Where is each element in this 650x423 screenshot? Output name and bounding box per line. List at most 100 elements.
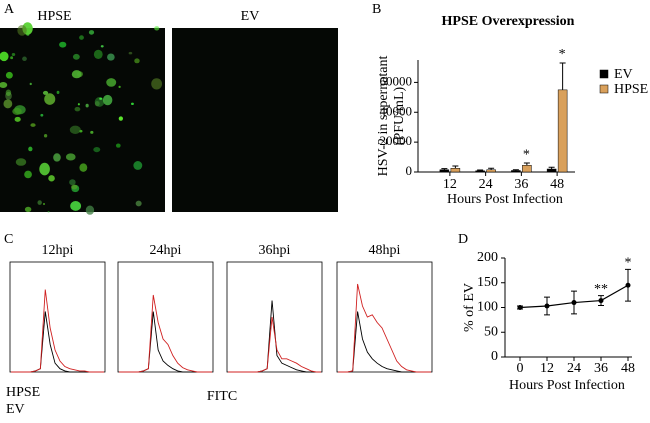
error-bar — [477, 169, 484, 171]
bar — [475, 170, 485, 173]
cell — [93, 147, 101, 153]
cell — [43, 133, 48, 138]
cell — [79, 163, 88, 172]
panel-title: 12hpi — [42, 243, 74, 258]
x-axis-label: FITC — [207, 389, 237, 404]
error-bar — [452, 165, 459, 169]
panel-title: 36hpi — [259, 243, 291, 258]
cell — [77, 103, 80, 106]
histogram-curve — [338, 283, 431, 373]
y-tick-label: 0 — [406, 163, 413, 178]
cell — [59, 41, 67, 48]
point — [544, 303, 550, 309]
histogram-frame — [226, 261, 323, 373]
cell — [42, 90, 49, 95]
cell — [118, 85, 121, 88]
significance: * — [559, 47, 566, 62]
histogram-curve — [11, 311, 104, 373]
bar — [439, 169, 450, 173]
y-tick-label: 150 — [477, 275, 498, 290]
x-tick-label: 36 — [594, 361, 608, 376]
error-bar — [441, 168, 448, 170]
micrograph — [0, 28, 165, 212]
cell — [71, 70, 82, 79]
bar — [522, 165, 532, 173]
cell — [3, 99, 13, 109]
cell — [99, 97, 103, 100]
y-tick-label: 60000 — [380, 73, 413, 88]
cell — [30, 123, 36, 127]
cell — [14, 116, 21, 122]
bar — [486, 169, 496, 173]
cell — [0, 51, 9, 62]
error-bar — [488, 167, 495, 170]
error-bar — [512, 169, 519, 171]
cell — [154, 26, 160, 31]
histogram-curve — [11, 289, 104, 373]
cell — [90, 130, 94, 134]
legend-swatch — [599, 84, 609, 94]
panel-letter: B — [372, 2, 381, 17]
bar — [557, 89, 568, 173]
cell — [53, 153, 61, 162]
cell — [131, 102, 134, 105]
x-tick-label: 48 — [550, 177, 564, 192]
y-tick-label: 20000 — [380, 133, 413, 148]
x-axis-label: Hours Post Infection — [447, 192, 563, 207]
cell — [47, 210, 50, 213]
cell — [74, 106, 81, 112]
y-tick-label: 100 — [477, 300, 498, 315]
legend-label: HPSE — [614, 82, 648, 97]
error-bar — [523, 162, 530, 166]
cell — [0, 82, 8, 88]
x-tick-label: 0 — [517, 361, 524, 376]
cell — [42, 203, 46, 205]
legend-label: EV — [6, 402, 25, 417]
histogram-frame — [336, 261, 433, 373]
point — [625, 282, 631, 288]
y-tick-label: 200 — [477, 250, 498, 265]
chart-title: HPSE Overexpression — [442, 14, 575, 29]
image-label: HPSE — [37, 9, 71, 24]
histogram-frame — [9, 261, 106, 373]
cell — [85, 205, 95, 215]
point — [598, 298, 604, 304]
cell — [85, 103, 89, 108]
cell — [37, 200, 42, 205]
cell — [69, 179, 76, 186]
bar — [546, 168, 557, 173]
x-tick-label: 12 — [540, 361, 554, 376]
cell — [11, 52, 16, 56]
cell — [93, 49, 103, 60]
significance: * — [625, 256, 632, 271]
cell — [102, 94, 113, 106]
cell — [106, 78, 117, 87]
cell — [22, 56, 27, 62]
cell — [29, 82, 32, 86]
cell — [72, 53, 80, 60]
cell — [128, 51, 133, 55]
cell — [5, 71, 13, 79]
panel-title: 24hpi — [150, 243, 182, 258]
panel-title: 48hpi — [369, 243, 401, 258]
bar — [511, 170, 521, 173]
cell — [70, 201, 82, 211]
bar — [450, 168, 461, 173]
cell — [118, 116, 123, 121]
cell — [65, 153, 76, 161]
cell — [17, 24, 27, 36]
cell — [79, 35, 84, 40]
point — [517, 305, 523, 310]
cell — [69, 125, 81, 134]
y-axis-label: HSV-2 in supernatant(PFU/mL) — [376, 55, 407, 176]
y-axis-label: % of EV — [462, 283, 477, 332]
y-tick-label: 40000 — [380, 103, 413, 118]
legend-label: HPSE — [6, 385, 40, 400]
error-bar — [548, 166, 555, 170]
cell — [39, 162, 50, 176]
cell — [107, 53, 115, 61]
significance: ** — [594, 282, 608, 297]
cell — [24, 206, 32, 212]
cell — [56, 90, 60, 95]
